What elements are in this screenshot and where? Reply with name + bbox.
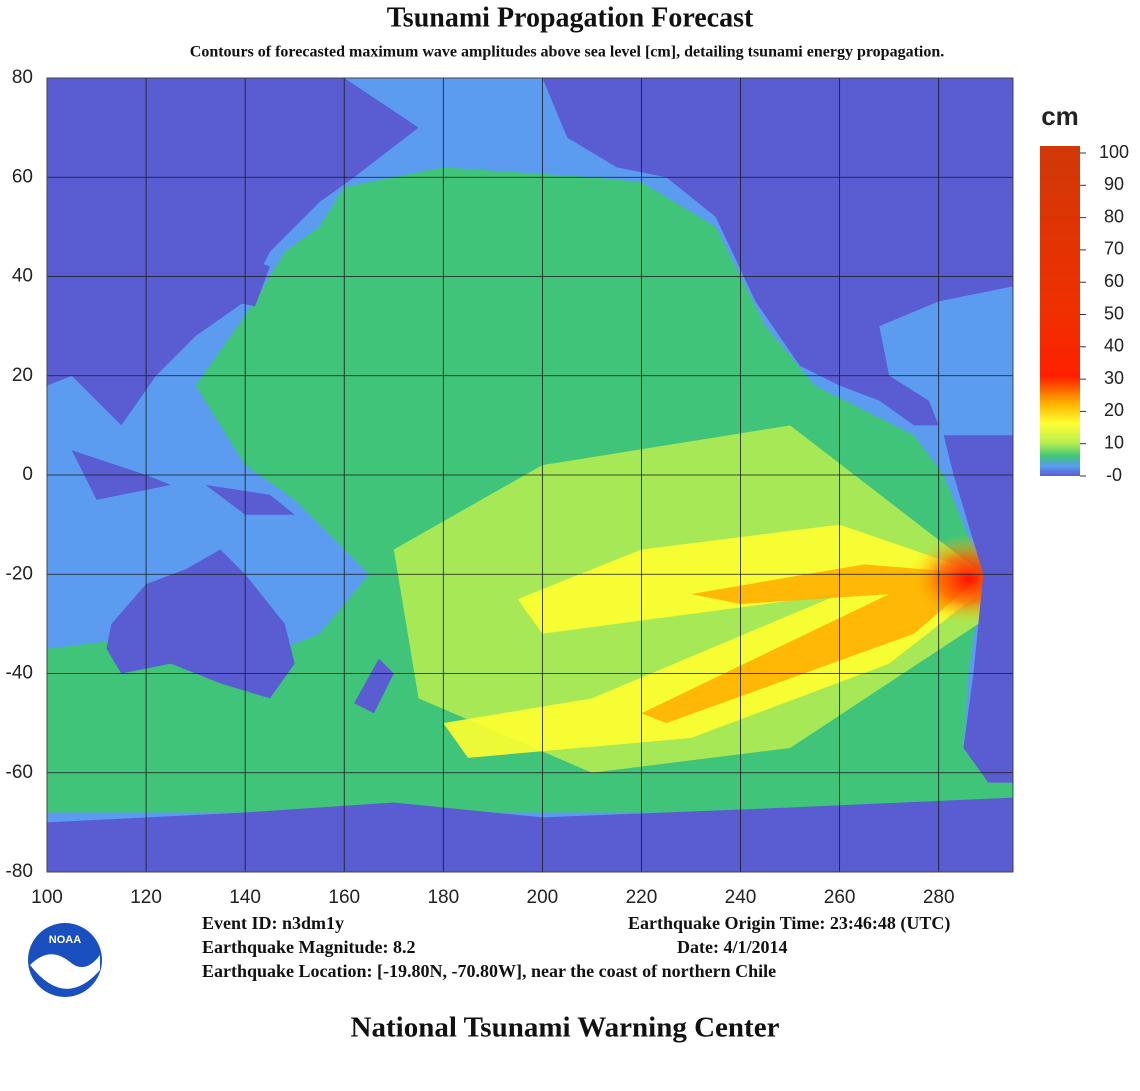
y-tick-label: -80	[6, 861, 33, 882]
x-tick-label: 100	[31, 887, 63, 908]
north-america	[542, 78, 1013, 426]
y-tick-label: -40	[6, 663, 33, 684]
colorbar-unit: cm	[1041, 101, 1079, 131]
south-america	[943, 435, 1013, 783]
y-tick-label: 40	[12, 266, 33, 287]
logo-text: NOAA	[49, 934, 81, 946]
colorbar-tick-label: 50	[1104, 303, 1124, 323]
colorbar-tick-label: 60	[1104, 271, 1124, 291]
x-tick-label: 240	[725, 887, 757, 908]
noaa-logo: NOAA	[28, 923, 102, 997]
colorbar-tick-label: 10	[1104, 432, 1124, 452]
map	[47, 78, 1013, 872]
x-tick-label: 220	[626, 887, 658, 908]
x-tick-label: 200	[527, 887, 559, 908]
y-tick-label: 20	[12, 365, 33, 386]
colorbar-tick-label: 30	[1104, 368, 1124, 388]
colorbar-tick-label: 90	[1104, 174, 1124, 194]
y-tick-label: 80	[12, 67, 33, 88]
event-date: Date: 4/1/2014	[677, 937, 787, 957]
title: Tsunami Propagation Forecast	[387, 2, 754, 33]
event-id: Event ID: n3dm1y	[202, 913, 344, 933]
logo-bird	[30, 954, 100, 989]
asia	[47, 78, 419, 426]
footer: National Tsunami Warning Center	[351, 1012, 780, 1044]
new-zealand	[354, 658, 394, 714]
x-tick-label: 180	[427, 887, 459, 908]
new-guinea	[205, 484, 295, 515]
colorbar-tick-label: 100	[1099, 142, 1129, 162]
x-tick-label: 140	[229, 887, 261, 908]
y-tick-label: 60	[12, 166, 33, 187]
colorbar-tick-label: -0	[1106, 465, 1122, 485]
colorbar-tick-label: 40	[1104, 336, 1124, 356]
antarctica	[47, 797, 1013, 872]
y-tick-label: -60	[6, 762, 33, 783]
japan	[230, 256, 270, 307]
australia	[106, 549, 295, 699]
x-tick-label: 260	[824, 887, 856, 908]
event-location: Earthquake Location: [-19.80N, -70.80W],…	[202, 961, 776, 981]
x-tick-label: 280	[923, 887, 955, 908]
y-tick-label: -20	[6, 563, 33, 584]
energy-beam-core	[641, 564, 984, 724]
map-frame	[46, 77, 1014, 873]
colorbar-tick-label: 80	[1104, 206, 1124, 226]
subtitle: Contours of forecasted maximum wave ampl…	[190, 44, 944, 61]
colorbar	[1040, 146, 1080, 476]
y-tick-label: 0	[22, 464, 33, 485]
colorbar-tick-label: 70	[1104, 239, 1124, 259]
colorbar-tick-label: 20	[1104, 400, 1124, 420]
x-tick-label: 160	[328, 887, 360, 908]
event-magnitude: Earthquake Magnitude: 8.2	[202, 937, 416, 957]
grid	[47, 78, 1013, 872]
x-tick-label: 120	[130, 887, 162, 908]
event-origin-time: Earthquake Origin Time: 23:46:48 (UTC)	[628, 913, 950, 934]
geography	[47, 78, 1013, 872]
